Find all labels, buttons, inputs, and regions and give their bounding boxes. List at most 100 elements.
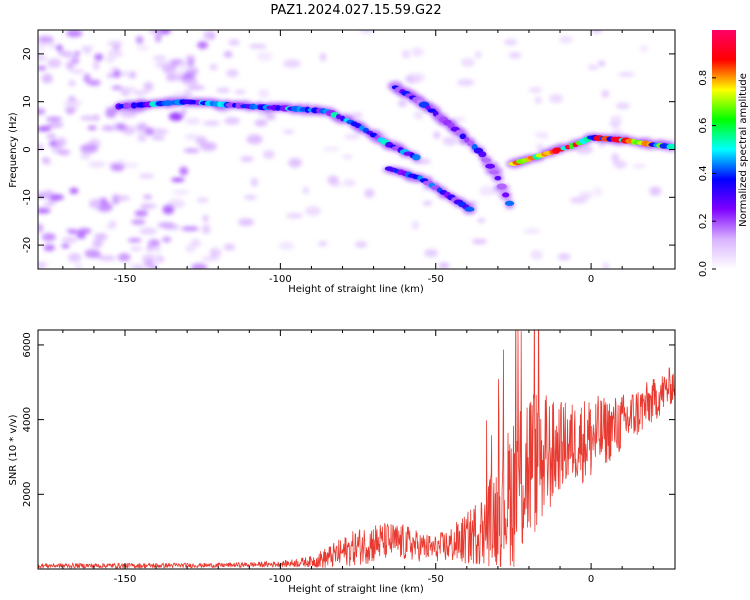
colorbar-gradient (712, 30, 736, 269)
spectrogram-blob (302, 186, 310, 195)
spectrogram-blob (144, 127, 155, 136)
spectrogram-blob (80, 151, 91, 160)
spectrogram-blob (203, 120, 221, 126)
spectrogram-blob (587, 64, 599, 71)
spectrogram-blob (398, 100, 407, 107)
spectrogram-blob (77, 228, 92, 234)
colorbar-tick-label: 0.4 (698, 165, 709, 181)
spectrogram-blob (456, 79, 475, 86)
spectrogram-blob (168, 112, 184, 121)
spectrogram-blob (411, 73, 425, 83)
spectrogram-blob (38, 54, 47, 62)
spectrogram-blob (146, 245, 153, 252)
spectrogram-blob (265, 112, 276, 121)
spectrogram-blob (557, 253, 571, 261)
spectrogram-blob (67, 252, 82, 263)
spectrogram-blob (144, 258, 153, 269)
spectrogram-blob (305, 205, 321, 216)
spectrogram-blob (162, 64, 177, 74)
spectrogram-blob (438, 262, 450, 269)
spectrogram-blob (442, 136, 458, 146)
spectrogram-blob (140, 203, 152, 210)
spectrogram-blob (64, 99, 82, 108)
spectrogram-blob (75, 263, 83, 269)
spectrogram-blob (632, 164, 647, 169)
spectrogram-blob (190, 263, 208, 269)
spectrogram-blob (355, 241, 368, 248)
ridge-blob-3 (666, 143, 675, 150)
spectrogram-blob (208, 31, 216, 40)
spectrogram-blob (57, 49, 67, 56)
spectrogram-blob (200, 141, 217, 152)
spectrogram-blob (411, 47, 424, 57)
colorbar-tick-label: 0.2 (698, 213, 709, 229)
spectrogram-blob (278, 241, 295, 250)
spectrogram-blob (263, 150, 275, 159)
spectrogram-blob (451, 117, 467, 122)
spectrogram-blob (80, 143, 99, 154)
spectrogram-blob (359, 30, 375, 34)
spectrogram-blob (49, 194, 64, 201)
spectrogram-blob (116, 123, 127, 131)
spectrogram-blob (41, 233, 56, 242)
snr-y-tick-label: 4000 (22, 407, 33, 432)
spectrogram-blob (128, 71, 137, 79)
spectrogram-blob (190, 238, 201, 248)
spectrogram-blob (38, 108, 46, 115)
spectrogram-blob (223, 243, 236, 251)
spectrogram-blob (47, 121, 64, 129)
snr-frame (37, 329, 676, 570)
spectrogram-blob (38, 65, 47, 71)
spectrogram-y-tick-label: -20 (22, 237, 33, 253)
spectrogram-blob (460, 58, 476, 67)
spectrogram-blob (615, 102, 630, 110)
spectrogram-blob (83, 73, 91, 84)
spectrogram-blob (131, 219, 146, 225)
spectrogram-blob (157, 222, 176, 229)
spectrogram-blob (70, 69, 85, 74)
spectrogram-heatmap (38, 30, 675, 269)
spectrogram-blob (477, 218, 486, 223)
spectrogram-blob (223, 51, 233, 58)
spectrogram-blob (109, 220, 117, 228)
spectrogram-blob (61, 236, 78, 244)
spectrogram-x-tick-label: -100 (269, 274, 292, 285)
spectrogram-blob (411, 220, 419, 230)
spectrogram-blob (196, 197, 209, 203)
spectrogram-blob (602, 262, 610, 269)
spectrogram-blob (47, 58, 62, 68)
spectrogram-blob (285, 213, 303, 219)
ridge-blob-1 (464, 206, 475, 212)
spectrogram-x-tick-label: -150 (114, 274, 137, 285)
spectrogram-x-axis-label: Height of straight line (km) (288, 284, 424, 295)
spectrogram-blob (152, 254, 161, 263)
spectrogram-blob (172, 189, 190, 195)
spectrogram-blob (43, 202, 55, 207)
spectrogram-blob (66, 30, 83, 38)
spectrogram-blob (45, 116, 63, 122)
spectrogram-blob (38, 35, 54, 44)
spectrogram-blob (162, 204, 175, 215)
spectrogram-blob (244, 194, 257, 201)
spectrogram-blob (201, 256, 219, 261)
spectrogram-blob (258, 89, 270, 99)
spectrogram-blob (152, 55, 167, 61)
spectrogram-blob (151, 135, 166, 141)
spectrogram-blob (183, 148, 200, 153)
spectrogram-blob (137, 132, 147, 142)
spectrogram-blob (508, 52, 522, 59)
spectrogram-blob (87, 79, 101, 86)
ridge-blob-0 (411, 154, 421, 161)
ridge-blob-2 (496, 183, 507, 190)
spectrogram-blob (475, 51, 482, 59)
spectrogram-blob (197, 41, 209, 50)
spectrogram-blob (246, 134, 263, 145)
spectrogram-blob (106, 106, 114, 114)
snr-ticks: -150 -100 -50 0 2000 4000 6000 (22, 330, 675, 585)
spectrogram-blob (70, 56, 80, 65)
spectrogram-blob (322, 146, 340, 152)
spectrogram-blob (184, 133, 199, 141)
spectrogram-blob (153, 245, 161, 253)
spectrogram-blob (639, 45, 649, 53)
